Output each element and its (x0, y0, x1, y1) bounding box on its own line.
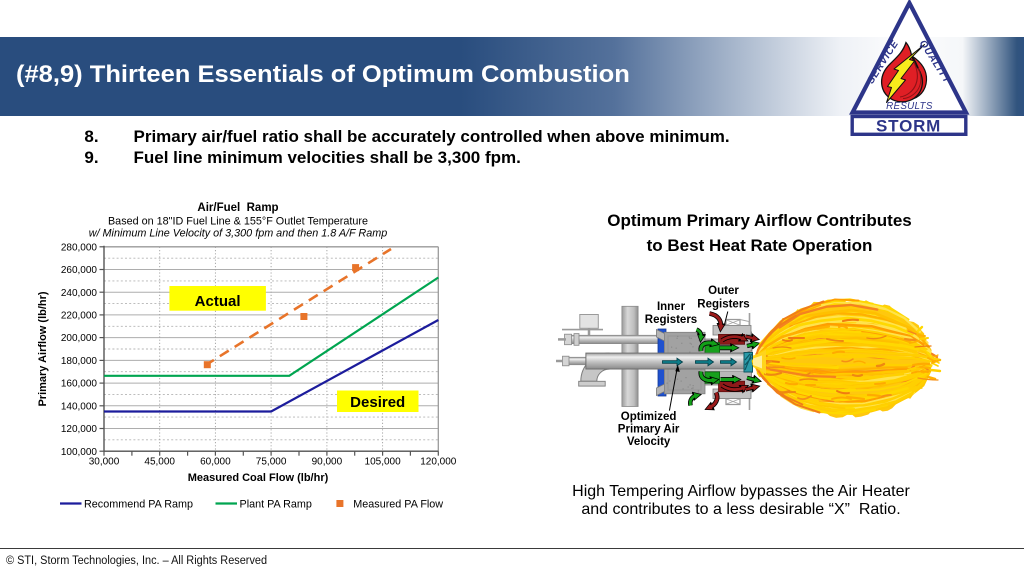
svg-text:60,000: 60,000 (200, 457, 231, 468)
svg-text:w/ Minimum Line Velocity of 3,: w/ Minimum Line Velocity of 3,300 fpm an… (89, 228, 387, 240)
svg-text:Actual: Actual (195, 293, 241, 310)
svg-text:120,000: 120,000 (61, 424, 98, 435)
svg-text:RESULTS: RESULTS (886, 101, 933, 112)
svg-text:Registers: Registers (697, 299, 749, 311)
svg-text:Desired: Desired (350, 394, 405, 411)
svg-text:200,000: 200,000 (61, 333, 98, 344)
svg-text:Primary Airflow (lb/hr): Primary Airflow (lb/hr) (37, 291, 49, 406)
svg-text:280,000: 280,000 (61, 242, 98, 253)
svg-text:240,000: 240,000 (61, 288, 98, 299)
svg-text:105,000: 105,000 (365, 457, 402, 468)
svg-text:120,000: 120,000 (420, 457, 457, 468)
svg-text:Outer: Outer (708, 285, 739, 297)
svg-text:Optimized: Optimized (621, 411, 677, 423)
svg-text:Registers: Registers (645, 314, 697, 326)
svg-text:STORM: STORM (876, 117, 941, 136)
svg-text:Primary Air: Primary Air (618, 424, 680, 436)
svg-text:100,000: 100,000 (61, 447, 98, 458)
svg-text:160,000: 160,000 (61, 379, 98, 390)
svg-text:Plant PA Ramp: Plant PA Ramp (240, 498, 312, 510)
svg-text:Velocity: Velocity (627, 436, 671, 448)
svg-text:Recommend PA Ramp: Recommend PA Ramp (84, 498, 193, 510)
svg-text:Air/Fuel Ramp: Air/Fuel Ramp (197, 202, 278, 214)
svg-text:180,000: 180,000 (61, 356, 98, 367)
svg-text:220,000: 220,000 (61, 311, 98, 322)
svg-text:90,000: 90,000 (312, 457, 343, 468)
svg-text:Measured PA Flow: Measured PA Flow (353, 498, 443, 510)
svg-text:Measured Coal Flow (lb/hr): Measured Coal Flow (lb/hr) (188, 472, 329, 484)
svg-text:Inner: Inner (657, 301, 686, 313)
svg-text:30,000: 30,000 (89, 457, 120, 468)
svg-text:45,000: 45,000 (144, 457, 175, 468)
svg-text:75,000: 75,000 (256, 457, 287, 468)
svg-text:Based on 18"ID Fuel Line & 155: Based on 18"ID Fuel Line & 155°F Outlet … (108, 216, 368, 228)
svg-text:260,000: 260,000 (61, 265, 98, 276)
svg-text:140,000: 140,000 (61, 401, 98, 412)
